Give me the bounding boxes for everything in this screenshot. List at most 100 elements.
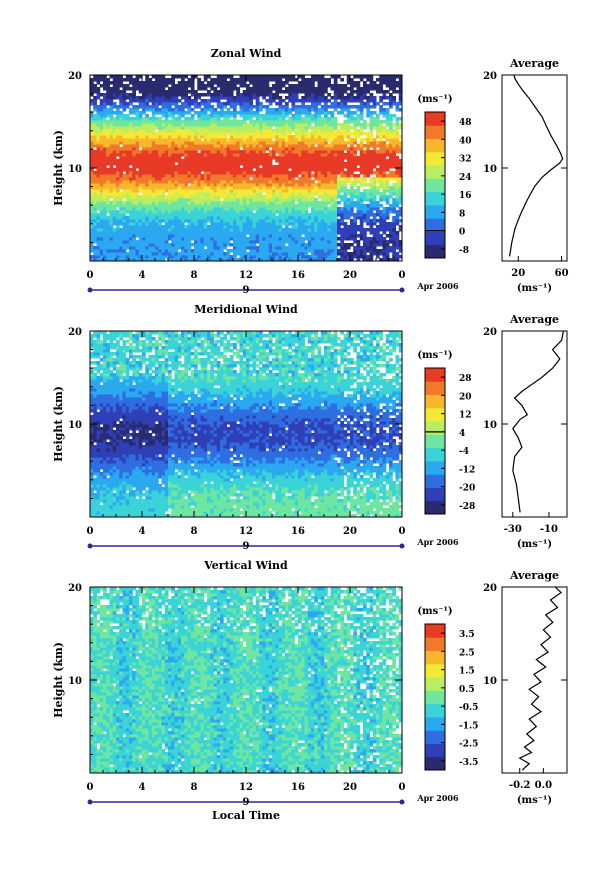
heatmap-cell	[171, 249, 175, 253]
heatmap-cell	[181, 174, 185, 178]
heatmap-cell	[220, 93, 224, 97]
heatmap-cell	[265, 195, 270, 199]
heatmap-cell	[301, 237, 305, 241]
heatmap-cell	[268, 141, 273, 145]
heatmap-cell	[151, 111, 156, 115]
heatmap-cell	[99, 204, 104, 208]
heatmap-cell	[155, 201, 159, 205]
heatmap-cell	[200, 165, 205, 169]
heatmap-cell	[207, 213, 211, 217]
heatmap-cell	[210, 192, 214, 196]
heatmap-cell	[197, 96, 201, 100]
heatmap-cell	[278, 189, 283, 193]
heatmap-cell	[119, 168, 123, 172]
heatmap-cell	[233, 219, 237, 223]
heatmap-cell	[210, 174, 214, 178]
heatmap-cell	[181, 90, 185, 94]
heatmap-cell	[161, 189, 166, 193]
heatmap-cell	[116, 129, 120, 133]
heatmap-cell	[207, 180, 211, 184]
heatmap-cell	[109, 165, 114, 169]
heatmap-cell	[291, 237, 296, 241]
heatmap-cell	[142, 108, 146, 112]
heatmap-cell	[197, 177, 201, 181]
heatmap-cell	[275, 144, 279, 148]
heatmap-cell	[255, 228, 260, 232]
heatmap-cell	[324, 78, 328, 82]
heatmap-cell	[314, 183, 318, 187]
heatmap-cell	[291, 105, 296, 109]
heatmap-cell	[320, 195, 325, 199]
heatmap-cell	[216, 150, 221, 154]
heatmap-cell	[135, 201, 140, 205]
heatmap-cell	[304, 183, 309, 187]
heatmap-cell	[259, 171, 263, 175]
heatmap-cell	[350, 237, 354, 241]
heatmap-cell	[291, 180, 296, 184]
heatmap-cell	[190, 90, 195, 94]
heatmap-cell	[242, 246, 247, 250]
heatmap-cell	[177, 84, 182, 88]
heatmap-cell	[330, 225, 335, 229]
heatmap-cell	[307, 78, 312, 82]
heatmap-cell	[194, 156, 198, 160]
heatmap-cell	[229, 168, 234, 172]
heatmap-cell	[346, 75, 351, 79]
heatmap-cell	[359, 150, 364, 154]
heatmap-cell	[138, 129, 143, 133]
heatmap-cell	[116, 165, 120, 169]
heatmap-cell	[200, 129, 205, 133]
heatmap-cell	[112, 198, 117, 202]
heatmap-cell	[106, 222, 110, 226]
heatmap-cell	[207, 165, 211, 169]
heatmap-cell	[304, 258, 309, 262]
heatmap-cell	[307, 114, 312, 118]
heatmap-cell	[249, 201, 253, 205]
heatmap-cell	[164, 105, 169, 109]
heatmap-cell	[350, 105, 354, 109]
heatmap-cell	[317, 123, 322, 127]
heatmap-cell	[216, 240, 221, 244]
heatmap-cell	[314, 141, 318, 145]
heatmap-cell	[324, 210, 328, 214]
heatmap-cell	[116, 171, 120, 175]
heatmap-cell	[216, 249, 221, 253]
heatmap-cell	[262, 132, 266, 136]
heatmap-cell	[246, 210, 250, 214]
heatmap-cell	[255, 129, 260, 133]
heatmap-cell	[142, 225, 146, 229]
heatmap-cell	[99, 135, 104, 139]
heatmap-cell	[155, 213, 159, 217]
heatmap-cell	[359, 105, 364, 109]
heatmap-cell	[294, 78, 299, 82]
heatmap-cell	[281, 153, 286, 157]
heatmap-cell	[226, 84, 231, 88]
heatmap-cell	[210, 183, 214, 187]
heatmap-cell	[359, 234, 364, 238]
heatmap-cell	[372, 195, 377, 199]
heatmap-cell	[161, 111, 166, 115]
heatmap-cell	[346, 159, 351, 163]
heatmap-cell	[301, 249, 305, 253]
heatmap-cell	[268, 144, 273, 148]
heatmap-cell	[194, 144, 198, 148]
heatmap-cell	[129, 252, 133, 256]
heatmap-cell	[216, 204, 221, 208]
heatmap-cell	[311, 156, 315, 160]
heatmap-cell	[116, 126, 120, 130]
heatmap-cell	[320, 153, 325, 157]
heatmap-cell	[343, 255, 348, 259]
heatmap-cell	[369, 192, 374, 196]
heatmap-cell	[164, 228, 169, 232]
heatmap-cell	[255, 195, 260, 199]
heatmap-cell	[145, 159, 149, 163]
heatmap-cell	[161, 114, 166, 118]
heatmap-cell	[246, 84, 250, 88]
heatmap-cell	[268, 123, 273, 127]
heatmap-cell	[148, 135, 153, 139]
heatmap-cell	[93, 117, 97, 121]
heatmap-cell	[168, 249, 172, 253]
heatmap-cell	[135, 183, 140, 187]
heatmap-cell	[164, 93, 169, 97]
heatmap-cell	[278, 150, 283, 154]
